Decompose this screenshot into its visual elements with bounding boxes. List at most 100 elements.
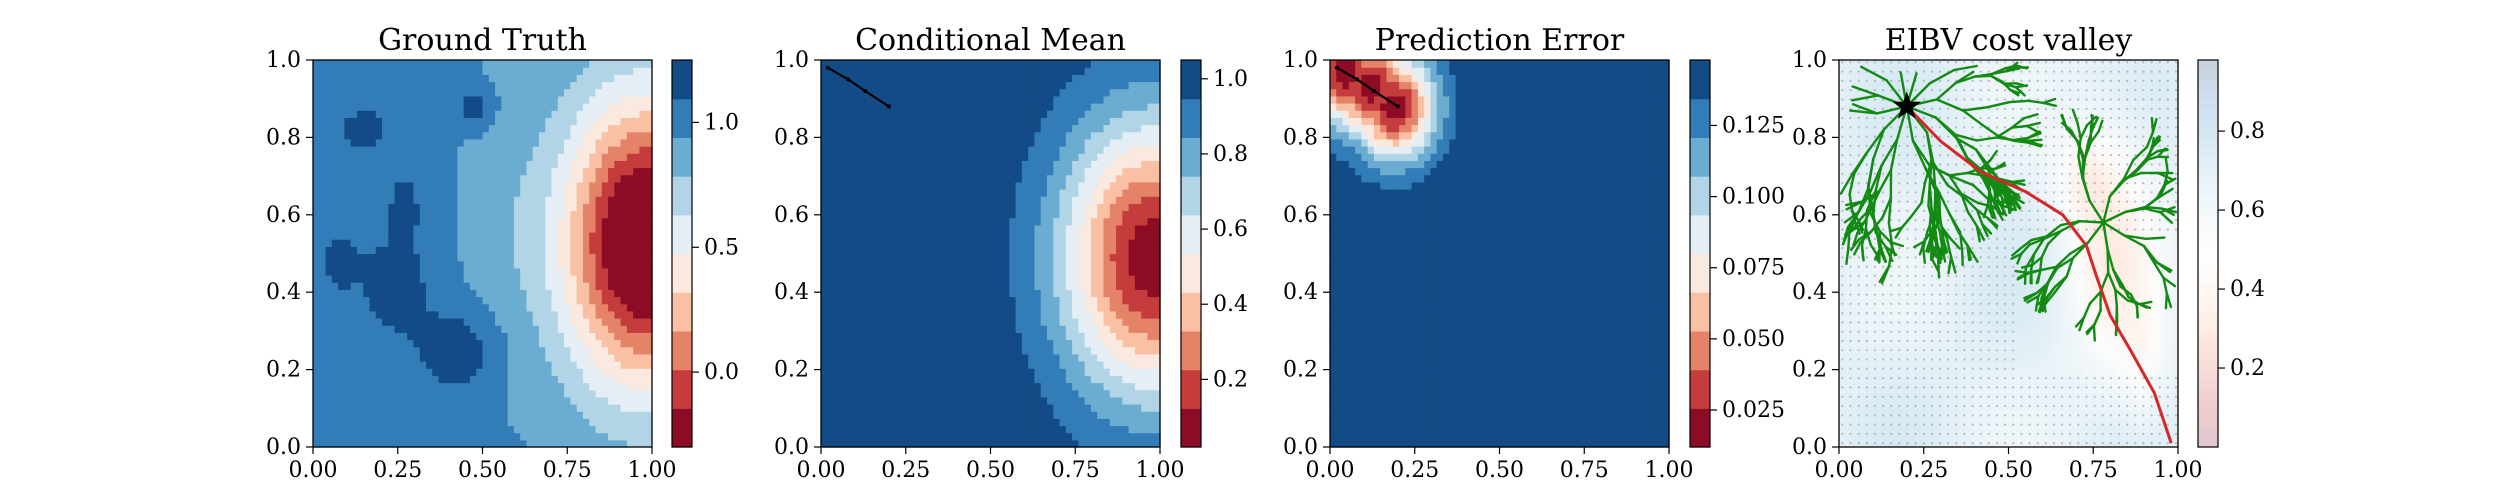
grid-point [1955, 61, 1958, 64]
grid-point [1930, 144, 1933, 147]
grid-point [2020, 404, 2023, 408]
grid-point [2020, 135, 2023, 138]
grid-point [1849, 274, 1852, 277]
grid-point [1865, 237, 1868, 240]
tree-branch [1974, 74, 1993, 78]
grid-point [2093, 79, 2096, 82]
tree-branch [2137, 302, 2149, 309]
colorbar: 0.20.40.60.81.0 [1180, 59, 1248, 448]
grid-point [2069, 163, 2072, 166]
tree-branch [2150, 135, 2161, 148]
grid-point [2052, 414, 2055, 417]
grid-point [1841, 349, 1844, 352]
tree-branch [1865, 128, 1886, 155]
tree-branch [2081, 177, 2091, 202]
colorbar: 0.20.40.60.8 [2197, 59, 2265, 448]
tree-branch [1993, 164, 2007, 171]
grid-point [2077, 442, 2080, 445]
grid-point [1987, 423, 1990, 426]
grid-point [2150, 442, 2153, 445]
tree-branch [1935, 81, 1958, 101]
grid-point [1849, 404, 1852, 408]
grid-point [1873, 237, 1876, 240]
grid-point [2134, 395, 2137, 398]
grid-point [2142, 209, 2145, 212]
colorbar-frame [2197, 59, 2219, 448]
grid-point [2061, 135, 2064, 138]
grid-point [1922, 293, 1925, 296]
grid-point [1898, 423, 1901, 426]
grid-point [2028, 107, 2031, 110]
grid-point [2036, 61, 2039, 64]
grid-point [2069, 144, 2072, 147]
grid-point [1882, 312, 1885, 315]
grid-point [2052, 182, 2055, 185]
grid-point [2028, 377, 2031, 380]
grid-point [1979, 163, 1982, 166]
grid-point [2093, 404, 2096, 408]
grid-point [2077, 182, 2080, 185]
colorbar-segment [2198, 311, 2218, 322]
grid-point [1865, 330, 1868, 333]
grid-point [2142, 79, 2145, 82]
grid-point [1865, 404, 1868, 408]
grid-point [1947, 191, 1950, 194]
tree-branch [1995, 126, 2014, 139]
grid-point [1882, 172, 1885, 175]
colorbar-segment [2198, 89, 2218, 100]
grid-point [2069, 191, 2072, 194]
grid-point [2077, 404, 2080, 408]
grid-point [1938, 321, 1942, 324]
grid-point [1906, 349, 1909, 352]
grid-point [2061, 107, 2064, 110]
grid-point [1906, 293, 1909, 296]
grid-point [1979, 312, 1982, 315]
grid-point [1873, 442, 1876, 445]
grid-point [2166, 61, 2169, 64]
grid-point [2012, 237, 2015, 240]
heatmap-cells [313, 60, 653, 448]
grid-point [1979, 423, 1982, 426]
x-tick-label: 0.00 [1815, 458, 1864, 483]
grid-point [1963, 395, 1966, 398]
grid-point [1890, 358, 1893, 361]
grid-point [1906, 200, 1909, 203]
tree-branch [2030, 256, 2043, 267]
tree-branch [2025, 124, 2040, 134]
grid-point [1955, 377, 1958, 380]
tree-branch [1975, 208, 1990, 220]
grid-point [1841, 404, 1844, 408]
tree-branch [1888, 226, 1904, 233]
grid-point [1882, 367, 1885, 370]
grid-point [2077, 107, 2080, 110]
tree-branch [2156, 155, 2170, 159]
grid-point [2044, 163, 2047, 166]
grid-point [2109, 423, 2112, 426]
grid-point [1873, 126, 1876, 129]
grid-point [1922, 209, 1925, 212]
tree-branch [1993, 198, 2000, 215]
grid-point [1930, 107, 1933, 110]
grid-point [1930, 395, 1933, 398]
grid-point [2158, 79, 2161, 82]
grid-point [2109, 386, 2112, 389]
grid-point [2126, 182, 2129, 185]
grid-point [1898, 414, 1901, 417]
grid-point [1857, 116, 1860, 120]
grid-point [1841, 154, 1844, 157]
colorbar-segment [1690, 98, 1710, 138]
tree-branch [2003, 66, 2019, 70]
grid-point [2117, 135, 2121, 138]
grid-point [1882, 358, 1885, 361]
y-tick-label: 0.2 [266, 358, 301, 383]
colorbar-segment [672, 253, 692, 293]
grid-point [1995, 126, 1999, 129]
tree-branch [2102, 210, 2127, 224]
grid-point [2044, 191, 2047, 194]
grid-point [1938, 70, 1942, 73]
tree-branch [1986, 217, 1999, 230]
tree-branch [1850, 94, 1880, 102]
tree-branch [1989, 192, 1998, 210]
grid-point [2085, 209, 2088, 212]
grid-point [1873, 423, 1876, 426]
